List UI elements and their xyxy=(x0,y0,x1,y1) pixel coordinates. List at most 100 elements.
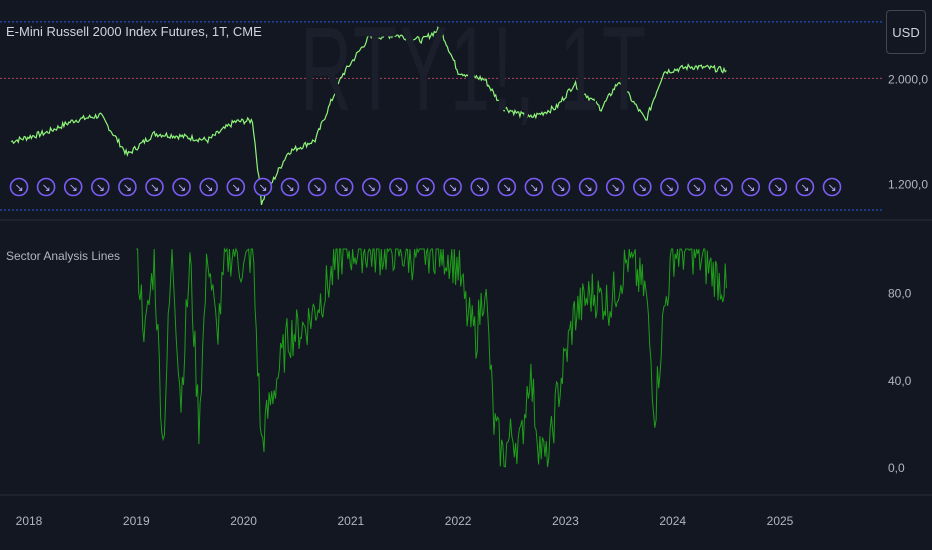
event-marker-circle xyxy=(795,177,815,197)
event-marker-circle xyxy=(714,177,733,197)
event-marker-circle xyxy=(226,177,246,197)
event-marker[interactable]: ↘ xyxy=(118,177,137,197)
event-marker[interactable]: ↘ xyxy=(822,177,842,197)
indicator-title[interactable]: Sector Analysis Lines xyxy=(6,249,121,263)
event-marker-icon: ↘ xyxy=(123,181,132,194)
price-pane[interactable]: ↘ ↘ ↘ ↘ ↘ ↘ ↘ ↘ ↘ ↘ ↘ ↘ ↘ ↘ ↘ ↘ ↘ ↘ ↘ ↘ ↘ ↘ ↘ ↘ ↘ ↘ ↘ ↘ ↘ ↘ ↘ 2.000,0 1.… xyxy=(0,21,928,211)
event-marker-icon: ↘ xyxy=(746,181,755,194)
event-marker-icon: ↘ xyxy=(529,181,538,194)
event-marker-icon: ↘ xyxy=(96,181,105,194)
event-marker-circle xyxy=(9,177,29,197)
indicator-axis-label: 0,0 xyxy=(888,461,905,475)
event-marker[interactable]: ↘ xyxy=(687,177,706,197)
event-marker[interactable]: ↘ xyxy=(253,177,273,197)
event-marker[interactable]: ↘ xyxy=(795,177,815,197)
event-marker-icon: ↘ xyxy=(340,181,349,194)
event-marker[interactable]: ↘ xyxy=(172,177,191,197)
event-marker-icon: ↘ xyxy=(800,181,809,194)
time-axis-label: 2025 xyxy=(767,514,794,528)
event-marker[interactable]: ↘ xyxy=(36,177,56,197)
event-marker-circle xyxy=(63,177,83,197)
event-marker[interactable]: ↘ xyxy=(660,177,679,197)
event-marker-circle xyxy=(443,177,462,197)
time-axis-label: 2020 xyxy=(230,514,257,528)
event-marker-circle xyxy=(470,177,490,197)
event-marker-icon: ↘ xyxy=(638,181,647,194)
event-marker[interactable]: ↘ xyxy=(199,177,218,197)
event-marker-icon: ↘ xyxy=(719,181,728,194)
event-marker-circle xyxy=(361,177,381,197)
event-marker-icon: ↘ xyxy=(177,181,186,194)
event-marker-circle xyxy=(687,177,706,197)
event-marker-icon: ↘ xyxy=(665,181,674,194)
event-marker-circle xyxy=(118,177,137,197)
event-marker-circle xyxy=(497,177,517,197)
event-marker-icon: ↘ xyxy=(41,181,50,194)
event-marker-icon: ↘ xyxy=(475,181,484,194)
event-marker-icon: ↘ xyxy=(312,181,321,194)
event-marker[interactable]: ↘ xyxy=(714,177,733,197)
event-marker[interactable]: ↘ xyxy=(416,177,435,197)
event-marker[interactable]: ↘ xyxy=(443,177,462,197)
event-marker-circle xyxy=(822,177,842,197)
event-marker-icon: ↘ xyxy=(69,181,78,194)
event-marker[interactable]: ↘ xyxy=(280,177,300,197)
event-marker[interactable]: ↘ xyxy=(551,177,571,197)
event-marker-circle xyxy=(741,177,761,197)
event-marker-circle xyxy=(524,177,544,197)
event-marker[interactable]: ↘ xyxy=(768,177,788,197)
event-marker-circle xyxy=(416,177,435,197)
time-axis-label: 2021 xyxy=(338,514,365,528)
event-marker-icon: ↘ xyxy=(502,181,511,194)
event-marker[interactable]: ↘ xyxy=(741,177,761,197)
event-marker-circle xyxy=(91,177,110,197)
currency-button[interactable]: USD xyxy=(886,10,926,54)
event-marker-circle xyxy=(307,177,327,197)
event-marker-icon: ↘ xyxy=(827,181,836,194)
event-marker-circle xyxy=(334,177,354,197)
time-axis-label: 2019 xyxy=(123,514,150,528)
event-marker[interactable]: ↘ xyxy=(91,177,110,197)
event-marker[interactable]: ↘ xyxy=(605,177,625,197)
event-marker[interactable]: ↘ xyxy=(334,177,354,197)
event-marker-circle xyxy=(768,177,788,197)
event-marker[interactable]: ↘ xyxy=(470,177,490,197)
time-axis[interactable]: 2018 2019 2020 2021 2022 2023 2024 2025 xyxy=(16,514,794,528)
event-marker-circle xyxy=(199,177,218,197)
event-marker-circle xyxy=(605,177,625,197)
event-marker[interactable]: ↘ xyxy=(226,177,246,197)
event-marker-icon: ↘ xyxy=(611,181,620,194)
event-marker-icon: ↘ xyxy=(258,181,267,194)
event-marker-circle xyxy=(145,177,164,197)
event-marker-circle xyxy=(632,177,652,197)
event-marker-icon: ↘ xyxy=(583,181,592,194)
event-marker[interactable]: ↘ xyxy=(9,177,29,197)
symbol-watermark: RTY1!, 1T xyxy=(300,2,649,136)
event-marker[interactable]: ↘ xyxy=(145,177,164,197)
indicator-pane[interactable]: 80,0 40,0 0,0 xyxy=(136,247,912,475)
event-marker-icon: ↘ xyxy=(231,181,240,194)
event-marker-circle xyxy=(36,177,56,197)
indicator-line xyxy=(136,247,727,468)
time-axis-label: 2022 xyxy=(445,514,472,528)
event-marker[interactable]: ↘ xyxy=(578,177,598,197)
event-marker-circle xyxy=(578,177,598,197)
event-marker-circle xyxy=(253,177,273,197)
event-marker-icon: ↘ xyxy=(150,181,159,194)
event-marker[interactable]: ↘ xyxy=(307,177,327,197)
event-marker-icon: ↘ xyxy=(556,181,565,194)
event-marker[interactable]: ↘ xyxy=(497,177,517,197)
event-marker[interactable]: ↘ xyxy=(632,177,652,197)
event-marker[interactable]: ↘ xyxy=(63,177,83,197)
symbol-title[interactable]: E-Mini Russell 2000 Index Futures, 1T, C… xyxy=(6,24,262,39)
indicator-axis-label: 80,0 xyxy=(888,287,912,301)
price-axis-label: 1.200,0 xyxy=(888,178,928,192)
time-axis-label: 2018 xyxy=(16,514,43,528)
event-marker-icon: ↘ xyxy=(773,181,782,194)
event-marker[interactable]: ↘ xyxy=(389,177,408,197)
event-marker[interactable]: ↘ xyxy=(524,177,544,197)
indicator-axis-label: 40,0 xyxy=(888,374,912,388)
event-marker[interactable]: ↘ xyxy=(361,177,381,197)
